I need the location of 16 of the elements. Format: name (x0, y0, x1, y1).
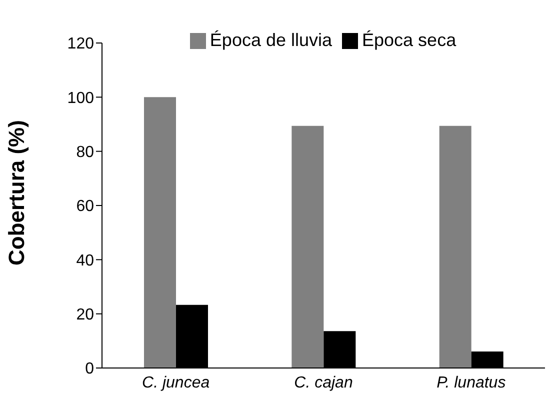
y-tick-label: 120 (67, 36, 94, 53)
x-tick-label: C. cajan (294, 374, 353, 392)
y-tick-label: 60 (76, 198, 94, 216)
y-tick-label: 100 (67, 90, 94, 107)
y-tick-label: 0 (85, 360, 94, 378)
bar (439, 126, 472, 368)
x-tick-label: C. juncea (142, 374, 210, 392)
y-tick-label: 20 (76, 306, 94, 324)
y-tick-label: 80 (76, 144, 94, 162)
legend-label: Época de lluvia (210, 30, 332, 50)
bar (144, 97, 176, 368)
y-axis-title: Cobertura (%) (4, 120, 29, 266)
bar (292, 126, 324, 368)
y-tick-label: 40 (76, 252, 94, 270)
x-tick-label: P. lunatus (436, 374, 506, 392)
legend-label: Época seca (362, 30, 456, 50)
